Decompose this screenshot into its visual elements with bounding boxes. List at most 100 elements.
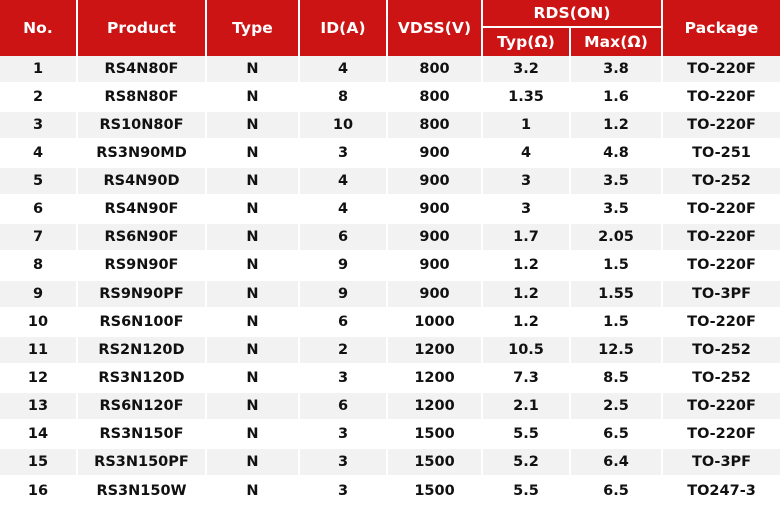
table-row[interactable]: 6 RS4N90F N 4 900 3 3.5 TO-220F	[0, 196, 780, 225]
table-header-row-sub: Typ(Ω) Max(Ω)	[0, 28, 780, 56]
cell-no: 3	[0, 112, 78, 141]
table-row[interactable]: 16 RS3N150W N 3 1500 5.5 6.5 TO247-3	[0, 476, 780, 505]
cell-product: RS3N150F	[78, 420, 207, 449]
cell-package: TO-220F	[663, 252, 780, 281]
cell-rds-typ: 5.5	[483, 420, 571, 449]
cell-vdss: 1200	[388, 392, 483, 421]
column-header-no: No.	[0, 0, 78, 56]
cell-no: 8	[0, 252, 78, 281]
cell-rds-typ: 3	[483, 168, 571, 197]
cell-rds-max: 3.5	[571, 196, 664, 225]
cell-vdss: 900	[388, 196, 483, 225]
cell-product: RS2N120D	[78, 336, 207, 365]
table-row[interactable]: 5 RS4N90D N 4 900 3 3.5 TO-252	[0, 168, 780, 197]
cell-package: TO247-3	[663, 476, 780, 505]
cell-id: 6	[300, 224, 388, 253]
cell-product: RS8N80F	[78, 84, 207, 113]
table-body: 1 RS4N80F N 4 800 3.2 3.8 TO-220F 2 RS8N80F N 8 800 1…	[0, 56, 780, 505]
cell-id: 3	[300, 364, 388, 393]
cell-vdss: 800	[388, 84, 483, 113]
cell-no: 2	[0, 84, 78, 113]
cell-type: N	[207, 364, 300, 393]
table-row[interactable]: 3 RS10N80F N 10 800 1 1.2 TO-220F	[0, 112, 780, 141]
cell-product: RS6N100F	[78, 308, 207, 337]
cell-rds-typ: 7.3	[483, 364, 571, 393]
cell-vdss: 900	[388, 140, 483, 169]
cell-no: 7	[0, 224, 78, 253]
cell-vdss: 900	[388, 252, 483, 281]
cell-type: N	[207, 392, 300, 421]
cell-vdss: 1200	[388, 364, 483, 393]
cell-vdss: 1200	[388, 336, 483, 365]
table-row[interactable]: 2 RS8N80F N 8 800 1.35 1.6 TO-220F	[0, 84, 780, 113]
table-row[interactable]: 1 RS4N80F N 4 800 3.2 3.8 TO-220F	[0, 56, 780, 85]
cell-vdss: 1000	[388, 308, 483, 337]
cell-type: N	[207, 84, 300, 113]
column-header-package: Package	[663, 0, 780, 56]
table-row[interactable]: 12 RS3N120D N 3 1200 7.3 8.5 TO-252	[0, 364, 780, 393]
cell-rds-typ: 1.2	[483, 280, 571, 309]
cell-rds-max: 12.5	[571, 336, 664, 365]
cell-rds-typ: 10.5	[483, 336, 571, 365]
cell-product: RS3N150W	[78, 476, 207, 505]
cell-package: TO-252	[663, 168, 780, 197]
cell-package: TO-220F	[663, 112, 780, 141]
cell-id: 9	[300, 280, 388, 309]
cell-product: RS4N80F	[78, 56, 207, 85]
cell-no: 9	[0, 280, 78, 309]
cell-no: 10	[0, 308, 78, 337]
cell-package: TO-220F	[663, 56, 780, 85]
cell-package: TO-220F	[663, 420, 780, 449]
cell-rds-typ: 3	[483, 196, 571, 225]
table-row[interactable]: 14 RS3N150F N 3 1500 5.5 6.5 TO-220F	[0, 420, 780, 449]
cell-type: N	[207, 476, 300, 505]
table-row[interactable]: 15 RS3N150PF N 3 1500 5.2 6.4 TO-3PF	[0, 448, 780, 477]
table-row[interactable]: 7 RS6N90F N 6 900 1.7 2.05 TO-220F	[0, 224, 780, 253]
cell-no: 12	[0, 364, 78, 393]
table-row[interactable]: 4 RS3N90MD N 3 900 4 4.8 TO-251	[0, 140, 780, 169]
cell-id: 4	[300, 168, 388, 197]
cell-product: RS6N120F	[78, 392, 207, 421]
cell-package: TO-252	[663, 364, 780, 393]
column-header-product: Product	[78, 0, 207, 56]
cell-id: 9	[300, 252, 388, 281]
cell-id: 3	[300, 140, 388, 169]
cell-rds-max: 3.5	[571, 168, 664, 197]
table-row[interactable]: 9 RS9N90PF N 9 900 1.2 1.55 TO-3PF	[0, 280, 780, 309]
cell-type: N	[207, 224, 300, 253]
table-row[interactable]: 13 RS6N120F N 6 1200 2.1 2.5 TO-220F	[0, 392, 780, 421]
cell-product: RS3N90MD	[78, 140, 207, 169]
cell-rds-typ: 3.2	[483, 56, 571, 85]
cell-type: N	[207, 56, 300, 85]
cell-no: 16	[0, 476, 78, 505]
cell-id: 4	[300, 56, 388, 85]
cell-rds-max: 3.8	[571, 56, 664, 85]
cell-id: 3	[300, 420, 388, 449]
cell-package: TO-220F	[663, 392, 780, 421]
cell-product: RS3N150PF	[78, 448, 207, 477]
table-header: No. Product Type ID(A) VDSS(V) RDS(ON) P…	[0, 0, 780, 56]
cell-rds-max: 6.5	[571, 476, 664, 505]
cell-no: 13	[0, 392, 78, 421]
cell-rds-max: 1.6	[571, 84, 664, 113]
cell-rds-typ: 1.2	[483, 252, 571, 281]
cell-id: 3	[300, 448, 388, 477]
cell-id: 4	[300, 196, 388, 225]
cell-vdss: 800	[388, 56, 483, 85]
table-row[interactable]: 11 RS2N120D N 2 1200 10.5 12.5 TO-252	[0, 336, 780, 365]
cell-type: N	[207, 448, 300, 477]
cell-no: 5	[0, 168, 78, 197]
cell-type: N	[207, 420, 300, 449]
cell-no: 15	[0, 448, 78, 477]
cell-rds-typ: 1.2	[483, 308, 571, 337]
table-row[interactable]: 8 RS9N90F N 9 900 1.2 1.5 TO-220F	[0, 252, 780, 281]
cell-rds-max: 2.05	[571, 224, 664, 253]
cell-no: 11	[0, 336, 78, 365]
cell-product: RS9N90F	[78, 252, 207, 281]
cell-type: N	[207, 112, 300, 141]
cell-package: TO-252	[663, 336, 780, 365]
table-row[interactable]: 10 RS6N100F N 6 1000 1.2 1.5 TO-220F	[0, 308, 780, 337]
cell-id: 2	[300, 336, 388, 365]
column-header-rds-typ: Typ(Ω)	[483, 28, 571, 56]
cell-type: N	[207, 252, 300, 281]
